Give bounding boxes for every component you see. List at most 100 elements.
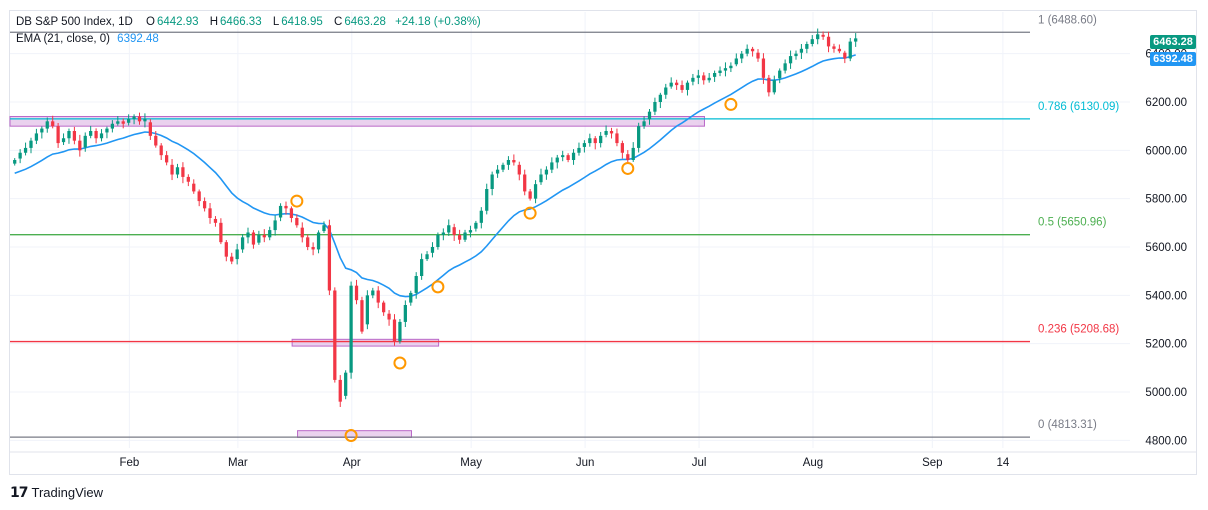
ema-legend-value: 6392.48 bbox=[117, 33, 159, 45]
symbol-title: DB S&P 500 Index, 1D bbox=[16, 16, 133, 28]
candle-body bbox=[40, 128, 44, 133]
candle-body bbox=[523, 174, 527, 192]
candle-body bbox=[251, 232, 256, 245]
candle-body bbox=[436, 234, 440, 247]
candle-body bbox=[626, 154, 630, 160]
candle-body bbox=[685, 82, 690, 90]
candle-body bbox=[615, 133, 619, 144]
candle-body bbox=[826, 36, 831, 47]
candle-body bbox=[609, 131, 614, 134]
candle-body bbox=[110, 123, 114, 129]
swing-marker bbox=[523, 206, 537, 220]
tradingview-icon: 𝟭𝟳 bbox=[10, 484, 29, 500]
candle-body bbox=[344, 372, 348, 396]
candle-body bbox=[599, 135, 603, 144]
candle-body bbox=[94, 131, 98, 139]
candle-body bbox=[517, 164, 521, 175]
candle-body bbox=[387, 313, 391, 320]
candle-body bbox=[197, 191, 201, 202]
candle-body bbox=[354, 285, 359, 301]
candle-body bbox=[837, 48, 842, 52]
candle-body bbox=[675, 82, 679, 86]
chart-frame bbox=[9, 10, 1197, 475]
candle-body bbox=[588, 138, 592, 144]
candle-body bbox=[430, 247, 435, 253]
candle-body bbox=[631, 147, 635, 160]
candle-body bbox=[490, 174, 494, 189]
candle-body bbox=[333, 290, 337, 380]
ema-price-tag: 6392.48 bbox=[1150, 52, 1196, 66]
candle-body bbox=[322, 225, 326, 232]
y-tick-label: 6000.00 bbox=[1145, 145, 1187, 157]
candle-body bbox=[56, 126, 60, 144]
candle-body bbox=[376, 290, 380, 303]
close-label: C bbox=[334, 16, 343, 28]
candle-body bbox=[723, 68, 728, 71]
candle-body bbox=[327, 225, 332, 291]
candle-body bbox=[257, 234, 261, 243]
candle-body bbox=[425, 254, 429, 260]
candle-body bbox=[262, 234, 266, 238]
candle-body bbox=[72, 131, 77, 141]
candle-body bbox=[783, 63, 787, 71]
candle-body bbox=[18, 152, 22, 159]
candle-body bbox=[712, 73, 717, 77]
candle-body bbox=[13, 160, 17, 164]
candle-body bbox=[268, 230, 272, 238]
candle-body bbox=[474, 222, 478, 229]
candle-body bbox=[457, 234, 462, 240]
candle-body bbox=[848, 41, 852, 59]
candle-body bbox=[718, 70, 722, 73]
candle-body bbox=[550, 162, 554, 170]
zone-rect bbox=[9, 116, 705, 127]
change-value: +24.18 (+0.38%) bbox=[395, 16, 481, 28]
price-axis[interactable]: 4800.00 5000.00 5200.00 5400.00 5600.00 5800.… bbox=[1145, 49, 1187, 448]
candle-body bbox=[664, 87, 668, 95]
low-label: L bbox=[272, 16, 280, 28]
x-tick-label: 14 bbox=[996, 457, 1009, 469]
x-tick-label: Jul bbox=[692, 457, 707, 469]
candle-body bbox=[843, 52, 847, 59]
candle-body bbox=[289, 208, 294, 218]
candle-body bbox=[235, 249, 239, 260]
candle-body bbox=[349, 285, 353, 373]
open-label: O bbox=[145, 16, 155, 28]
candle-body bbox=[696, 75, 700, 78]
candle-body bbox=[89, 131, 93, 136]
candle-body bbox=[593, 138, 597, 144]
candle-body bbox=[566, 155, 570, 160]
swing-marker bbox=[621, 161, 635, 175]
candle-body bbox=[99, 133, 104, 139]
candle-body bbox=[300, 227, 304, 238]
candle-body bbox=[23, 147, 28, 153]
support-resistance-zones bbox=[9, 116, 705, 438]
candle-body bbox=[620, 143, 624, 153]
candle-body bbox=[382, 302, 386, 313]
candle-body bbox=[170, 164, 174, 175]
candle-body bbox=[642, 121, 646, 127]
x-tick-label: Mar bbox=[228, 457, 248, 469]
candle-body bbox=[192, 183, 196, 192]
fib-label-0.236: 0.236 (5208.68) bbox=[1038, 324, 1119, 336]
y-tick-label: 5800.00 bbox=[1145, 194, 1187, 206]
fibonacci-retracement[interactable]: 1 (6488.60) 0.786 (6130.09) 0.5 (5650.96) 0… bbox=[10, 14, 1119, 438]
candle-body bbox=[745, 48, 749, 54]
candle-body bbox=[159, 145, 163, 156]
time-axis[interactable]: Feb Mar Apr May Jun Jul Aug Sep 14 bbox=[10, 451, 1196, 469]
candle-body bbox=[295, 218, 299, 226]
candle-body bbox=[555, 157, 559, 163]
candle-body bbox=[734, 58, 738, 65]
tradingview-logo[interactable]: 𝟭𝟳 TradingView bbox=[10, 484, 103, 501]
candle-body bbox=[175, 167, 180, 175]
candle-body bbox=[750, 48, 755, 52]
candle-body bbox=[832, 46, 836, 49]
candle-body bbox=[810, 39, 814, 44]
candle-body bbox=[805, 44, 809, 49]
candle-body bbox=[821, 34, 825, 37]
y-tick-label: 5400.00 bbox=[1145, 290, 1187, 302]
candle-body bbox=[132, 116, 136, 119]
grid-lines bbox=[10, 12, 1130, 448]
candle-body bbox=[571, 152, 576, 160]
candle-body bbox=[512, 160, 516, 163]
